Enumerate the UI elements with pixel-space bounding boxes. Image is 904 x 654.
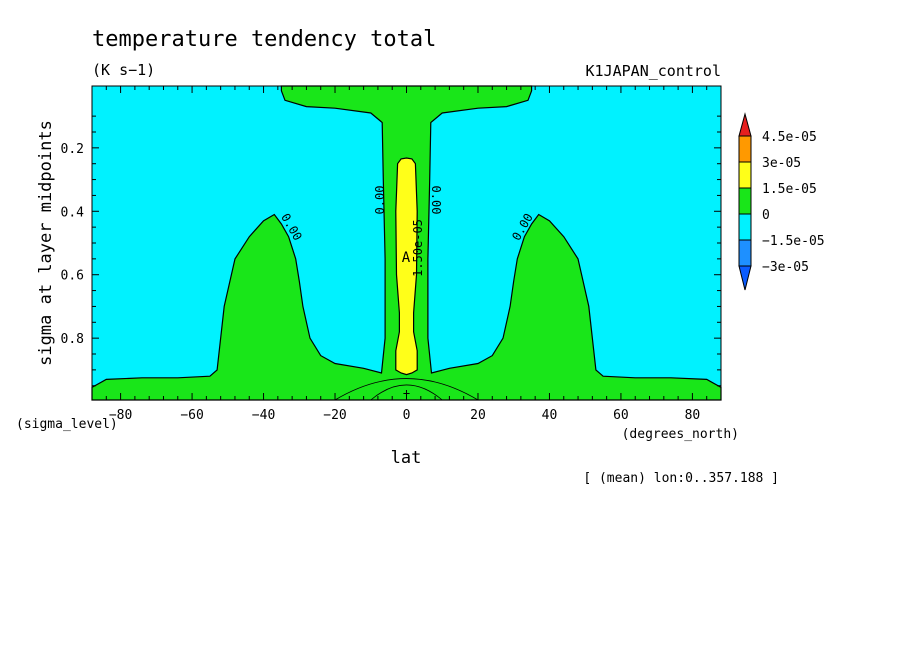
colorbar-bottom-arrow <box>738 265 752 291</box>
colorbar-label-3: 0 <box>762 208 770 223</box>
extremum-marker: A <box>402 250 411 266</box>
chart-title: temperature tendency total <box>92 27 436 52</box>
x-coord-name: (degrees_north) <box>622 427 739 442</box>
colorbar-box-3 <box>738 161 752 189</box>
y-axis-label: sigma at layer midpoints <box>36 120 56 366</box>
contour-label-core: 1.50e-05 <box>411 219 425 277</box>
y-coord-name: (sigma_level) <box>16 417 118 432</box>
x-tick-label: 60 <box>613 408 629 423</box>
colorbar-label-1: 3e-05 <box>762 156 801 171</box>
contour-label-right-center: 0.00 <box>429 186 443 215</box>
colorbar-box-2 <box>738 187 752 215</box>
plot-area: + −80 −60 −40 −20 0 20 40 60 80 0.2 0.4 0.6 0.8 <box>61 85 722 423</box>
colorbar-label-5: −3e-05 <box>762 260 809 275</box>
colorbar-box-0 <box>738 239 752 267</box>
region-positive-tropics-core <box>395 157 418 376</box>
x-tick-label: 80 <box>685 408 701 423</box>
colorbar-box-1 <box>738 213 752 241</box>
contour-line-surface-tropics <box>370 384 443 401</box>
colorbar: 4.5e-05 3e-05 1.5e-05 0 −1.5e-05 −3e-05 <box>738 112 825 291</box>
colorbar-label-2: 1.5e-05 <box>762 182 817 197</box>
contour-label-left-center: 0.00 <box>373 186 387 215</box>
contour-line-surface-outer <box>334 378 479 401</box>
x-tick-label: −80 <box>109 408 132 423</box>
experiment-label: K1JAPAN_control <box>586 62 721 80</box>
colorbar-top-arrow <box>738 112 752 137</box>
y-tick-label: 0.8 <box>61 332 84 347</box>
x-tick-label: 40 <box>542 408 558 423</box>
x-tick-label: −60 <box>180 408 203 423</box>
colorbar-box-4 <box>738 135 752 163</box>
units-label: (K s−1) <box>92 61 155 79</box>
y-tick-label: 0.4 <box>61 205 85 220</box>
x-tick-label: 20 <box>470 408 486 423</box>
y-tick-label: 0.6 <box>61 269 84 284</box>
x-axis-label: lat <box>391 448 422 468</box>
mean-annotation: [ (mean) lon:0..357.188 ] <box>583 471 779 486</box>
x-tick-label: 0 <box>403 408 411 423</box>
x-tick-label: −40 <box>252 408 275 423</box>
colorbar-label-4: −1.5e-05 <box>762 234 825 249</box>
surface-marker: + <box>403 386 410 400</box>
colorbar-label-0: 4.5e-05 <box>762 130 817 145</box>
y-tick-label: 0.2 <box>61 142 84 157</box>
x-tick-label: −20 <box>323 408 346 423</box>
